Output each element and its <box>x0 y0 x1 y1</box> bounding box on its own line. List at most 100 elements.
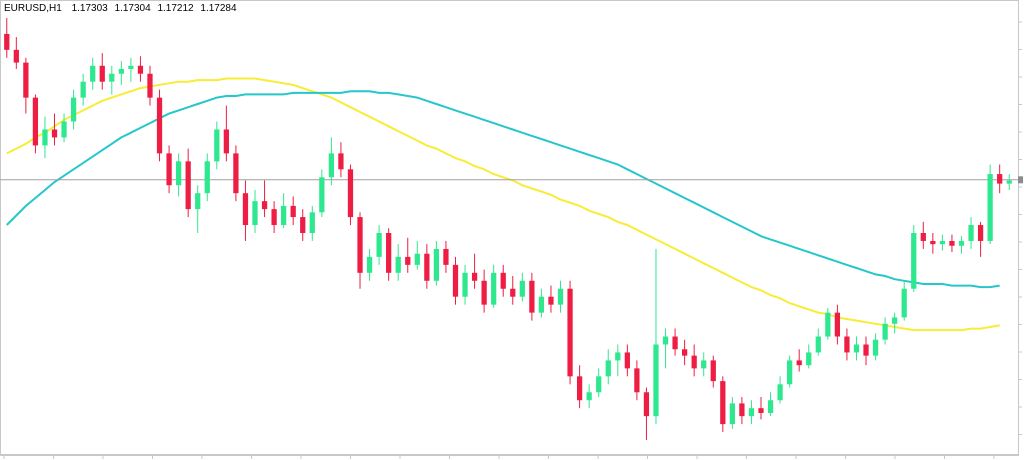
candle-body-bullish <box>615 352 621 361</box>
header-symbol: EURUSD,H1 <box>4 3 62 14</box>
candle <box>147 65 153 106</box>
candle <box>615 344 621 377</box>
candle-body-bearish <box>271 209 277 226</box>
candle-body-bullish <box>42 129 48 146</box>
candlesticks <box>4 18 1012 441</box>
candle <box>748 400 755 425</box>
candle-body-bullish <box>462 272 468 297</box>
candle <box>386 228 392 281</box>
candle <box>720 376 726 433</box>
candle <box>605 349 611 385</box>
candle <box>290 196 296 226</box>
candle-body-bullish <box>557 288 564 305</box>
header-open: 1.17303 <box>72 3 109 14</box>
candle <box>939 234 946 251</box>
candle <box>653 248 659 425</box>
candle <box>51 113 58 146</box>
candle-body-bearish <box>624 352 630 369</box>
candle-body-bearish <box>977 225 984 241</box>
candle <box>796 349 802 372</box>
candle-body-bearish <box>32 97 39 146</box>
candle-body-bullish <box>729 403 735 425</box>
candle-body-bullish <box>328 153 335 178</box>
candle-body-bearish <box>672 336 678 350</box>
candle-body-bullish <box>872 339 879 356</box>
candle <box>233 145 239 202</box>
candle <box>309 205 315 241</box>
candle-body-bullish <box>128 65 134 69</box>
candle-body-bearish <box>242 193 249 226</box>
candle-body-bearish <box>13 49 19 63</box>
candle-body-bearish <box>529 280 535 313</box>
candle <box>834 304 841 345</box>
candle-body-bullish <box>853 344 860 353</box>
candle <box>911 225 917 292</box>
candle <box>261 180 268 218</box>
candle <box>825 307 831 340</box>
candle <box>175 153 182 197</box>
candle-body-bearish <box>424 253 430 281</box>
candle <box>882 317 888 345</box>
candle <box>395 244 401 281</box>
candle-body-bearish <box>300 217 306 233</box>
candle <box>853 336 860 361</box>
candle-body-bearish <box>510 288 516 297</box>
candle <box>538 288 545 318</box>
candle-body-bearish <box>758 408 764 413</box>
candle-body-bullish <box>214 129 220 162</box>
candle <box>557 280 564 313</box>
candle <box>481 269 487 313</box>
candle <box>271 201 277 233</box>
candle-body-bullish <box>767 400 774 413</box>
candle <box>815 328 821 356</box>
candle <box>452 256 459 305</box>
candle <box>433 240 440 286</box>
candle <box>42 116 48 159</box>
candle <box>958 236 965 254</box>
candle <box>729 397 735 429</box>
candle <box>156 89 163 162</box>
candle-body-bullish <box>80 81 86 98</box>
candle-body-bullish <box>281 205 287 226</box>
candle <box>137 56 144 82</box>
candle <box>204 153 210 202</box>
candle-body-bullish <box>787 360 793 385</box>
candle <box>863 336 869 366</box>
candle-body-bearish <box>386 233 392 273</box>
candle-body-bullish <box>825 312 831 337</box>
candle-body-bullish <box>319 177 325 213</box>
candle-body-bearish <box>290 205 296 218</box>
candle <box>643 387 650 441</box>
candle <box>739 397 745 425</box>
candle-body-bullish <box>70 97 77 122</box>
candle-body-bearish <box>834 312 841 337</box>
candle-body-bullish <box>806 352 812 366</box>
candle <box>997 164 1003 194</box>
candle-body-bullish <box>987 174 993 241</box>
candle <box>118 61 124 85</box>
candle <box>634 360 640 401</box>
candle-body-bearish <box>452 264 459 297</box>
candle <box>977 221 984 257</box>
candle <box>672 328 678 356</box>
candle <box>23 57 29 114</box>
candle-body-bearish <box>643 392 650 417</box>
candle-body-bearish <box>997 174 1003 184</box>
candle <box>462 264 468 305</box>
candle <box>300 209 306 241</box>
candle-body-bullish <box>395 256 401 273</box>
candle-body-bullish <box>911 233 917 289</box>
candle <box>338 142 344 178</box>
candle <box>90 57 96 90</box>
candle <box>787 355 793 388</box>
candle <box>586 384 592 409</box>
candle-body-bearish <box>137 65 144 74</box>
candle-body-bullish <box>376 233 382 257</box>
candle-body-bearish <box>233 153 239 194</box>
candle <box>99 53 105 90</box>
candle <box>366 248 373 281</box>
candle <box>376 225 382 265</box>
candle <box>252 190 258 233</box>
candle-body-bearish <box>739 403 745 417</box>
